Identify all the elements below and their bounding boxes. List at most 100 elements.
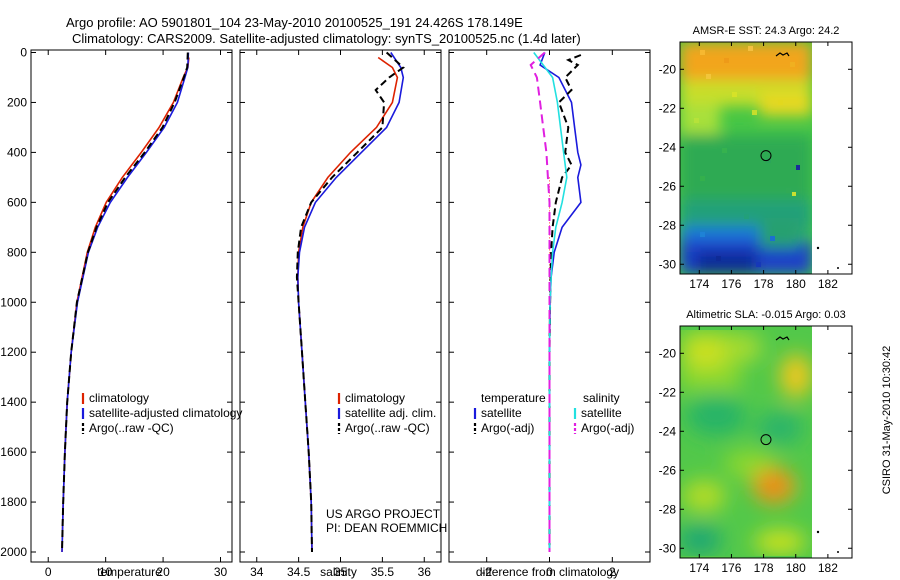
- x-tick-label: 30: [214, 565, 228, 579]
- map-y-tick-label: -22: [659, 385, 677, 399]
- map-x-tick-label: 180: [786, 561, 806, 575]
- salinity-profile-frame: [239, 49, 442, 563]
- map-x-tick-label: 174: [689, 561, 709, 575]
- x-tick-label: 36: [418, 565, 432, 579]
- y-tick-label: 0: [20, 45, 27, 59]
- sst-pixel: [778, 100, 783, 105]
- map-y-tick-label: -24: [659, 424, 677, 438]
- sst-pixel: [716, 256, 721, 261]
- x-tick-label: 35.5: [371, 565, 395, 579]
- diff-legend-sal-satellite-label: satellite: [581, 406, 622, 420]
- map-x-tick-label: 180: [786, 277, 806, 291]
- map-x-tick-label: 176: [721, 277, 741, 291]
- credit-line1: US ARGO PROJECT: [326, 507, 441, 521]
- sal-legend-argo-label: Argo(..raw -QC): [345, 421, 430, 435]
- map-y-tick-label: -28: [659, 218, 677, 232]
- island-dot: [837, 551, 839, 553]
- sst-map-field: [680, 42, 812, 274]
- map-y-tick-label: -20: [659, 346, 677, 360]
- diff-legend-temp-argo-label: Argo(-adj): [481, 421, 534, 435]
- sst-pixel: [722, 148, 727, 153]
- sst-pixel: [732, 92, 737, 97]
- difference-profile-series-2: [533, 52, 568, 552]
- x-tick-label: 0: [45, 565, 52, 579]
- sst-pixel: [748, 46, 753, 51]
- sst-pixel: [752, 110, 757, 115]
- diff-legend-sal-argo-label: Argo(-adj): [581, 421, 634, 435]
- sst-map-panel: AMSR-E SST: 24.3 Argo: 24.2 174 176 178 180 1…: [659, 25, 853, 291]
- x-tick-label: 35: [334, 565, 348, 579]
- credit-line2: PI: DEAN ROEMMICH: [326, 521, 447, 535]
- y-tick-label: 2000: [0, 545, 27, 559]
- sst-pixel: [706, 74, 711, 79]
- x-tick-label: 20: [156, 565, 170, 579]
- island-dot: [837, 267, 839, 269]
- diff-legend-header-salinity: salinity: [583, 391, 620, 405]
- sla-map-field: [680, 326, 812, 558]
- figure-title-line1: Argo profile: AO 5901801_104 23-May-2010…: [66, 15, 523, 30]
- difference-profile-series-3: [529, 51, 551, 552]
- map-x-tick-label: 182: [818, 561, 838, 575]
- sst-map-title: AMSR-E SST: 24.3 Argo: 24.2: [693, 25, 840, 37]
- y-tick-label: 1200: [0, 345, 27, 359]
- sst-pixel: [790, 62, 795, 67]
- salinity-profile-series-1: [296, 52, 405, 553]
- map-x-tick-label: 182: [818, 277, 838, 291]
- x-tick-label: 0: [546, 565, 553, 579]
- sst-map-frame: [679, 41, 853, 275]
- y-tick-label: 1400: [0, 395, 27, 409]
- island-dot: [816, 246, 820, 250]
- sal-legend-satellite-label: satellite adj. clim.: [345, 406, 436, 420]
- island-outline: [775, 336, 790, 341]
- map-y-tick-label: -24: [659, 140, 677, 154]
- diff-legend-header-temperature: temperature: [481, 391, 546, 405]
- argo-float-marker: [760, 150, 772, 162]
- y-tick-label: 600: [7, 195, 27, 209]
- salinity-panel: 34 34.5 35 35.5 36 salinity climatologysatelli…: [239, 49, 447, 579]
- temp-legend-climatology-label: climatology: [89, 391, 149, 405]
- temperature-profile-frame: [30, 49, 233, 563]
- x-tick-label: 2: [609, 565, 616, 579]
- y-tick-label: 1800: [0, 495, 27, 509]
- temperature-profile-xlabel: temperature: [97, 565, 162, 579]
- map-y-tick-label: -26: [659, 179, 677, 193]
- sst-pixel: [786, 188, 791, 193]
- sla-map-frame: [679, 325, 853, 559]
- map-y-tick-label: -30: [659, 541, 677, 555]
- sst-pixel: [766, 158, 771, 163]
- sal-legend-climatology-label: climatology: [345, 391, 405, 405]
- map-y-tick-label: -20: [659, 62, 677, 76]
- temperature-profile-series-1: [61, 52, 190, 553]
- argo-float-marker: [760, 434, 772, 446]
- salinity-profile-series-2: [295, 51, 405, 553]
- temperature-panel: 0 10 20 30 0 200 400 600 800 1000 1200 1400 1600 1800…: [0, 45, 242, 579]
- x-tick-label: -2: [481, 565, 492, 579]
- sst-pixel: [792, 192, 796, 196]
- temp-legend-satellite-label: satellite-adjusted climatology: [89, 406, 242, 420]
- sst-pixel: [700, 50, 705, 55]
- map-y-tick-label: -26: [659, 463, 677, 477]
- sst-pixel: [796, 165, 800, 170]
- timestamp-label: CSIRO 31-May-2010 10:30:42: [881, 346, 893, 495]
- y-tick-label: 200: [7, 95, 27, 109]
- x-tick-label: 34: [250, 565, 264, 579]
- sst-pixel: [724, 58, 729, 63]
- map-x-tick-label: 176: [721, 561, 741, 575]
- sst-pixel: [744, 214, 749, 219]
- sst-pixel: [694, 118, 699, 123]
- island-dot: [816, 530, 820, 534]
- figure-title-line2: Climatology: CARS2009. Satellite-adjuste…: [72, 31, 581, 46]
- difference-profile-series-1: [548, 54, 582, 552]
- temp-legend-argo-label: Argo(..raw -QC): [89, 421, 174, 435]
- sla-map-title: Altimetric SLA: -0.015 Argo: 0.03: [686, 309, 846, 321]
- x-tick-label: 34.5: [287, 565, 311, 579]
- sst-pixel: [756, 262, 761, 267]
- x-tick-label: 10: [99, 565, 113, 579]
- sst-pixel: [700, 232, 705, 237]
- y-tick-label: 1000: [0, 295, 27, 309]
- temperature-profile-series-2: [61, 52, 189, 553]
- y-tick-label: 1600: [0, 445, 27, 459]
- map-y-tick-label: -22: [659, 101, 677, 115]
